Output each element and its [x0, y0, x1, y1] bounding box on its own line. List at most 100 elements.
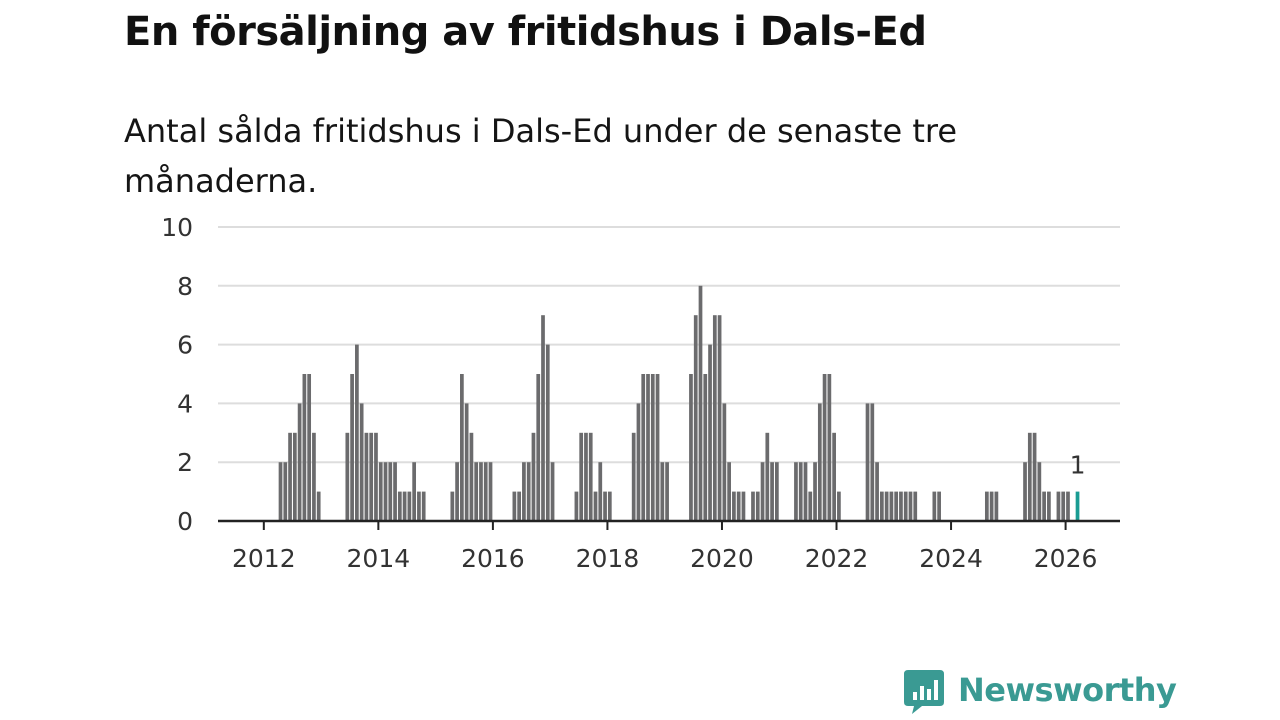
bar — [417, 491, 421, 521]
bar — [994, 491, 999, 521]
x-tick-label: 2020 — [690, 544, 754, 573]
bar — [646, 374, 650, 521]
bar — [803, 462, 808, 521]
bar — [774, 462, 779, 521]
bar — [727, 462, 731, 521]
annotations: 1 — [1070, 451, 1086, 480]
bar-value-label: 1 — [1070, 451, 1086, 480]
bar — [822, 374, 827, 521]
bar — [689, 374, 693, 521]
bar — [364, 432, 369, 521]
bar — [650, 374, 655, 521]
bar — [397, 491, 402, 521]
bar — [889, 491, 894, 521]
bar — [345, 432, 350, 521]
bar — [894, 491, 899, 521]
bar — [1042, 491, 1046, 521]
bar — [865, 403, 870, 521]
x-tick-label: 2018 — [576, 544, 640, 573]
bar — [1032, 432, 1037, 521]
bar — [292, 432, 297, 521]
x-tick-label: 2024 — [919, 544, 983, 573]
x-tick-label: 2026 — [1034, 544, 1098, 573]
y-tick-label: 2 — [177, 448, 193, 477]
x-axis-ticks: 2012 2014 2016 2018 2020 2022 2024 2026 — [232, 521, 1097, 573]
x-tick-label: 2016 — [461, 544, 525, 573]
bar — [884, 491, 889, 521]
bar — [641, 374, 646, 521]
bar — [297, 403, 302, 521]
bar — [732, 491, 736, 521]
bar — [937, 491, 941, 521]
bar — [827, 374, 832, 521]
bar — [588, 432, 593, 521]
bar — [603, 491, 607, 521]
bar-series — [278, 285, 1080, 521]
bar — [703, 374, 708, 521]
x-tick-label: 2014 — [347, 544, 411, 573]
bar — [574, 491, 579, 521]
bar — [464, 403, 469, 521]
bar — [1061, 491, 1066, 521]
bar — [455, 462, 459, 521]
bar — [765, 432, 770, 521]
bar — [536, 374, 541, 521]
bar — [355, 344, 359, 521]
bar — [755, 491, 760, 521]
newsworthy-icon — [904, 670, 944, 714]
newsworthy-logo: Newsworthy — [902, 668, 1177, 714]
bar — [307, 374, 312, 521]
bar — [469, 432, 474, 521]
bar — [722, 403, 727, 521]
bar — [794, 462, 798, 521]
bar — [598, 462, 603, 521]
bar — [879, 491, 884, 521]
bar — [383, 462, 388, 521]
bar — [312, 432, 316, 521]
bar — [693, 315, 698, 521]
bar — [708, 344, 712, 521]
bar — [875, 462, 879, 521]
bar — [393, 462, 397, 521]
bar — [908, 491, 913, 521]
bar — [479, 462, 483, 521]
bar — [631, 432, 636, 521]
bar — [798, 462, 803, 521]
y-tick-label: 4 — [177, 389, 193, 418]
bar — [913, 491, 918, 521]
bar — [903, 491, 908, 521]
bar — [517, 491, 522, 521]
bar — [636, 403, 641, 521]
bar — [665, 462, 669, 521]
bar — [369, 432, 374, 521]
bar — [421, 491, 426, 521]
bar — [474, 462, 479, 521]
bar — [531, 432, 536, 521]
bar — [832, 432, 836, 521]
bar — [359, 403, 364, 521]
bar — [288, 432, 292, 521]
bar — [483, 462, 488, 521]
bar — [607, 491, 612, 521]
bar — [388, 462, 393, 521]
bar — [283, 462, 288, 521]
y-axis-ticks: 0 2 4 6 8 10 — [161, 213, 193, 536]
bar — [984, 491, 989, 521]
bar — [378, 462, 383, 521]
bar — [460, 374, 464, 521]
bar — [698, 285, 703, 521]
bar — [350, 374, 354, 521]
bar — [899, 491, 903, 521]
bar — [512, 491, 517, 521]
chart-subtitle: Antal sålda fritidshus i Dals-Ed under d… — [124, 112, 957, 200]
bar — [989, 491, 994, 521]
chart-title: En försäljning av fritidshus i Dals-Ed — [124, 9, 927, 55]
bar — [402, 491, 407, 521]
y-tick-label: 8 — [177, 272, 193, 301]
bar — [450, 491, 455, 521]
bar — [550, 462, 555, 521]
x-tick-label: 2022 — [805, 544, 869, 573]
bar — [870, 403, 875, 521]
bar — [526, 462, 531, 521]
bar — [584, 432, 588, 521]
